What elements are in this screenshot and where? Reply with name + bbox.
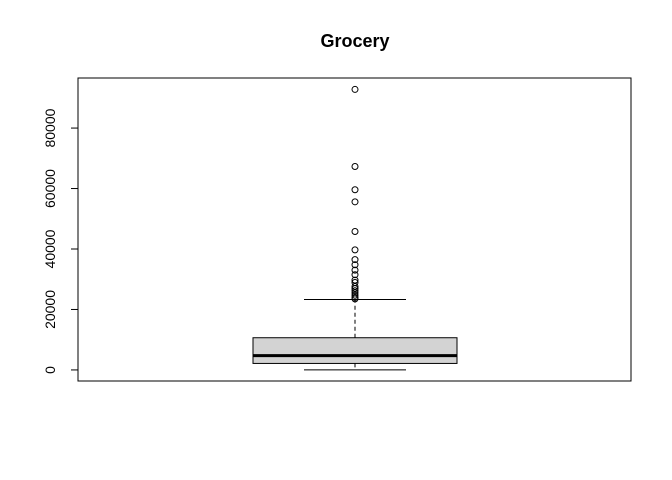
outlier-point <box>351 291 359 299</box>
outlier-point <box>351 266 359 274</box>
y-tick-label: 80000 <box>42 108 58 147</box>
outlier-point <box>351 198 359 206</box>
outlier-point <box>351 162 359 170</box>
y-axis: 0 20000 40000 60000 80000 <box>42 108 79 374</box>
outlier-point <box>351 287 359 295</box>
y-tick-label: 60000 <box>42 169 58 208</box>
outlier-point <box>351 256 359 264</box>
y-tick-label: 0 <box>42 366 58 374</box>
outlier-group <box>351 85 359 303</box>
outlier-point <box>351 271 359 279</box>
y-tick-label: 20000 <box>42 290 58 329</box>
outlier-point <box>351 246 359 254</box>
outlier-point <box>351 227 359 235</box>
chart-title: Grocery <box>320 31 389 51</box>
y-tick-label: 40000 <box>42 229 58 268</box>
outlier-point <box>351 85 359 93</box>
box-group <box>252 298 458 371</box>
outlier-point <box>351 285 359 293</box>
outlier-point <box>351 186 359 194</box>
outlier-point <box>351 261 359 269</box>
outlier-point <box>351 295 359 303</box>
iqr-box <box>252 337 458 364</box>
